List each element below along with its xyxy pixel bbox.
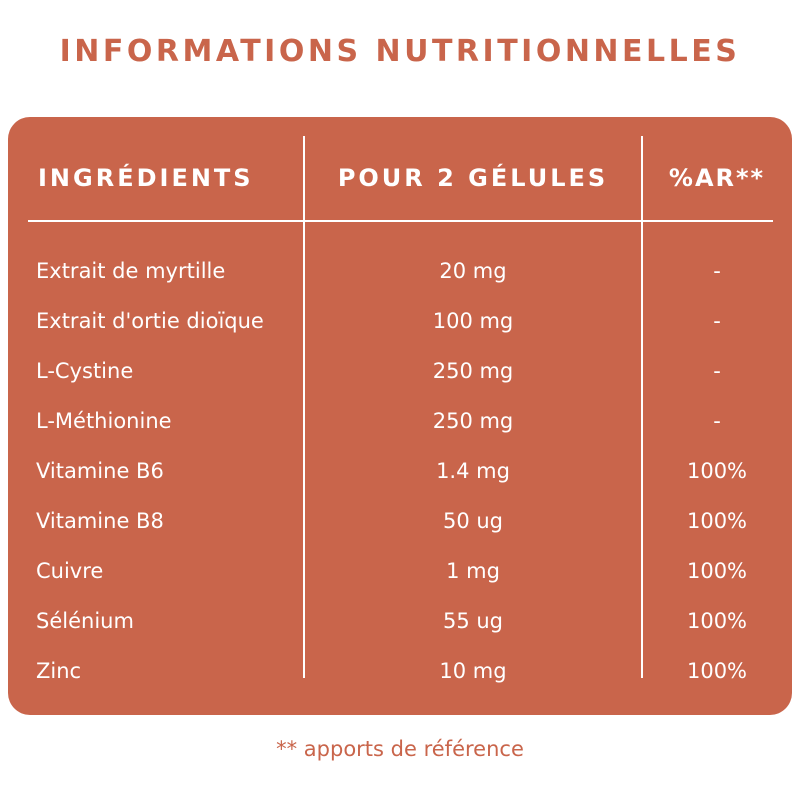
table-row: Vitamine B8 50 ug 100% [0, 496, 800, 546]
ar-cell: - [713, 409, 721, 433]
amount-cell: 100 mg [432, 309, 514, 333]
ar-cell: 100% [686, 659, 748, 683]
header-amount: POUR 2 GÉLULES [337, 164, 609, 192]
page-title: INFORMATIONS NUTRITIONNELLES [59, 34, 741, 69]
table-row: Extrait d'ortie dioïque 100 mg - [0, 296, 800, 346]
amount-cell: 1 mg [446, 559, 500, 583]
column-divider-2 [641, 136, 643, 678]
ingredient-cell: Vitamine B8 [36, 509, 164, 533]
ar-cell: 100% [686, 459, 748, 483]
amount-cell: 1.4 mg [436, 459, 510, 483]
table-row: Cuivre 1 mg 100% [0, 546, 800, 596]
table-row: L-Méthionine 250 mg - [0, 396, 800, 446]
amount-cell: 50 ug [442, 509, 504, 533]
ingredient-cell: L-Méthionine [36, 409, 172, 433]
ar-cell: - [713, 259, 721, 283]
amount-cell: 250 mg [432, 409, 514, 433]
amount-cell: 55 ug [442, 609, 504, 633]
ingredient-cell: Vitamine B6 [36, 459, 164, 483]
amount-cell: 250 mg [432, 359, 514, 383]
nutrition-table-panel [8, 117, 792, 715]
ingredient-cell: L-Cystine [36, 359, 134, 383]
table-body: Extrait de myrtille 20 mg - Extrait d'or… [0, 246, 800, 696]
ingredient-cell: Extrait de myrtille [36, 259, 226, 283]
ar-cell: 100% [686, 509, 748, 533]
header-ingredients: INGRÉDIENTS [38, 164, 254, 192]
ar-cell: - [713, 359, 721, 383]
table-row: Zinc 10 mg 100% [0, 646, 800, 696]
ingredient-cell: Extrait d'ortie dioïque [36, 309, 264, 333]
ingredient-cell: Zinc [36, 659, 82, 683]
table-row: Extrait de myrtille 20 mg - [0, 246, 800, 296]
footnote: ** apports de référence [276, 737, 524, 761]
ar-cell: 100% [686, 559, 748, 583]
ingredient-cell: Cuivre [36, 559, 104, 583]
header-ar: %AR** [668, 164, 766, 192]
ar-cell: - [713, 309, 721, 333]
table-row: L-Cystine 250 mg - [0, 346, 800, 396]
ingredient-cell: Sélénium [36, 609, 134, 633]
header-divider [28, 220, 773, 222]
ar-cell: 100% [686, 609, 748, 633]
column-divider-1 [303, 136, 305, 678]
amount-cell: 10 mg [439, 659, 507, 683]
table-row: Sélénium 55 ug 100% [0, 596, 800, 646]
table-row: Vitamine B6 1.4 mg 100% [0, 446, 800, 496]
amount-cell: 20 mg [439, 259, 507, 283]
